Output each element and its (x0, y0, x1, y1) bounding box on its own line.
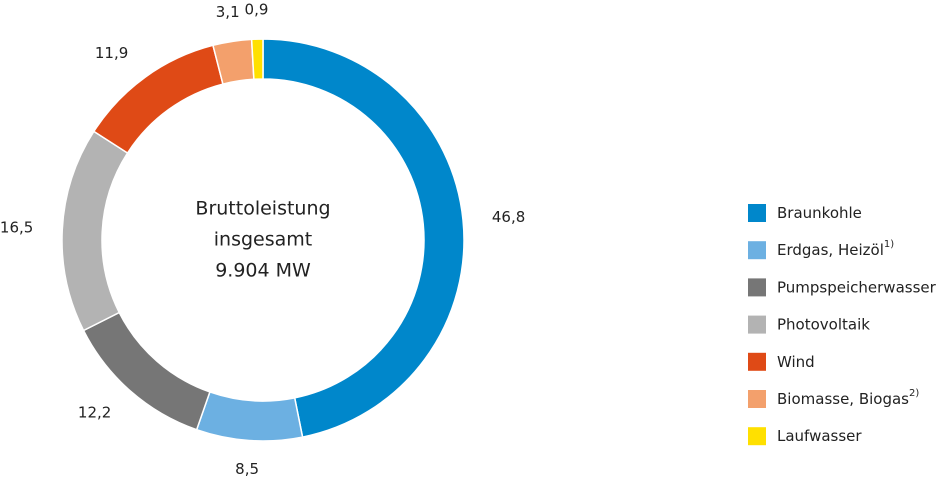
legend-label: Photovoltaik (777, 315, 870, 333)
legend-label: Laufwasser (777, 427, 862, 445)
donut-segment (61, 130, 129, 332)
legend-swatch (748, 427, 766, 446)
legend-name: Braunkohle (777, 204, 862, 222)
legend-label: Wind (777, 352, 815, 370)
legend-swatch (748, 352, 766, 371)
center-label: Bruttoleistung (195, 198, 330, 220)
donut-segment (195, 391, 304, 442)
legend-name: Wind (777, 352, 815, 370)
legend-name: Biomasse, Biogas (777, 390, 909, 408)
donut-segment (250, 38, 264, 81)
data-label: 11,9 (95, 44, 128, 62)
legend-note: 1) (884, 239, 894, 250)
legend-swatch (748, 241, 766, 260)
data-label: 0,9 (245, 1, 269, 19)
data-label: 12,2 (78, 403, 111, 421)
data-label: 8,5 (235, 460, 259, 477)
data-label: 3,1 (216, 3, 240, 21)
legend-label: Pumpspeicherwasser (777, 278, 937, 296)
legend-name: Photovoltaik (777, 315, 870, 333)
legend-note: 2) (909, 388, 919, 399)
legend-swatch (748, 390, 766, 408)
data-label: 16,5 (0, 219, 33, 237)
legend-swatch (748, 278, 766, 297)
legend-name: Laufwasser (777, 427, 862, 445)
data-label: 46,8 (492, 208, 525, 226)
donut-segment (262, 38, 465, 438)
legend-label: Erdgas, Heizöl1) (777, 239, 894, 259)
center-label: 9.904 MW (215, 260, 311, 282)
legend-name: Erdgas, Heizöl (777, 241, 884, 259)
legend-swatch (748, 204, 766, 222)
legend-label: Braunkohle (777, 204, 862, 222)
center-label: insgesamt (214, 229, 312, 251)
legend-swatch (748, 315, 766, 334)
legend-label: Biomasse, Biogas2) (777, 388, 919, 408)
legend-name: Pumpspeicherwasser (777, 278, 937, 296)
